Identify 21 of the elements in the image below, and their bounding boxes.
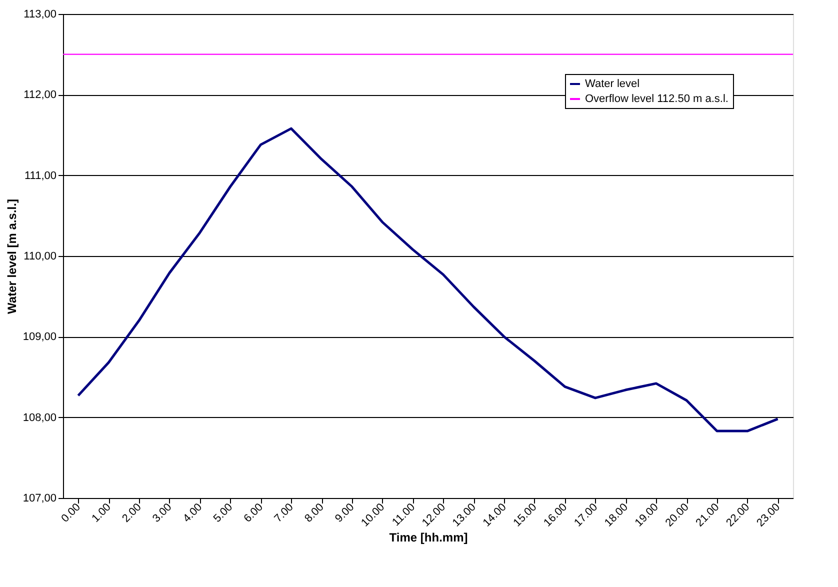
x-axis-title: Time [hh.mm] — [389, 530, 468, 544]
x-tick-label: 7.00 — [272, 501, 296, 525]
y-tick-label: 110,00 — [24, 250, 56, 262]
y-tick-label: 113,00 — [24, 8, 56, 20]
y-tick-label: 112,00 — [24, 89, 56, 102]
x-tick-label: 4.00 — [180, 501, 205, 525]
y-tick-label: 108,00 — [22, 412, 56, 424]
line-series — [76, 127, 780, 432]
x-tick-label: 5.00 — [211, 501, 236, 525]
x-tick-label: 9.00 — [333, 501, 357, 525]
y-tick-label: 107,00 — [22, 492, 56, 504]
y-tick-label: 111,00 — [24, 170, 56, 182]
y-tick-label: 109,00 — [22, 331, 56, 344]
x-tick-label: 6.00 — [242, 501, 266, 525]
x-tick-label: 0.00 — [59, 501, 83, 525]
legend-label: Water level — [585, 78, 640, 90]
x-tick-label: 1.00 — [90, 501, 114, 525]
x-tick-label: 3.00 — [150, 501, 174, 525]
y-axis-title: Water level [m a.s.l.] — [4, 199, 19, 314]
legend-label: Overflow level 112.50 m a.s.l. — [585, 93, 728, 105]
x-tick-label: 8.00 — [302, 501, 326, 525]
